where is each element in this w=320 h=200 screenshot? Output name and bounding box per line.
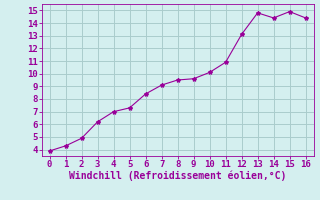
X-axis label: Windchill (Refroidissement éolien,°C): Windchill (Refroidissement éolien,°C) xyxy=(69,171,286,181)
